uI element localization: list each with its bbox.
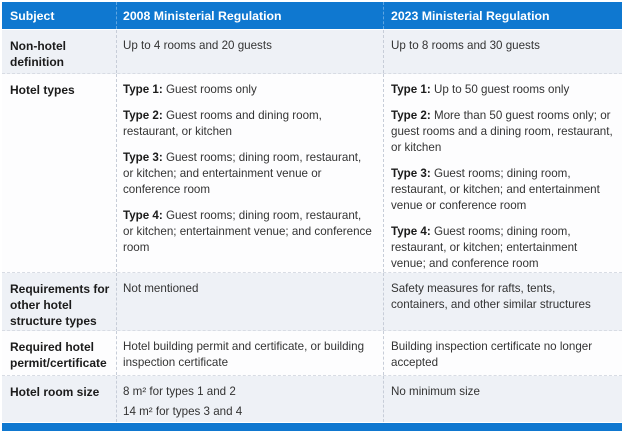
- regulation-2008-cell: Type 1: Guest rooms only Type 2: Guest ro…: [116, 74, 383, 272]
- regulation-2023-cell: Type 1: Up to 50 guest rooms only Type 2:…: [383, 74, 622, 272]
- regulation-2008-cell: Hotel building permit and certificate, o…: [116, 331, 383, 375]
- cell-paragraph: Up to 4 rooms and 20 guests: [123, 39, 272, 52]
- cell-paragraph: No minimum size: [391, 385, 480, 398]
- regulation-2008-cell: 8 m² for types 1 and 2 14 m² for types 3 …: [116, 376, 383, 422]
- subject-cell: Hotel room size: [10, 385, 100, 399]
- cell-paragraph: Building inspection certificate no longe…: [391, 340, 593, 369]
- type-label: Type 2:: [391, 109, 431, 122]
- cell-paragraph: Type 4: Guest rooms; dining room, restau…: [391, 225, 578, 270]
- cell-paragraph: Type 3: Guest rooms; dining room, restau…: [123, 151, 362, 196]
- cell-paragraph: Not mentioned: [123, 282, 199, 295]
- regulation-2023-cell: Safety measures for rafts, tents, contai…: [383, 273, 622, 330]
- type-label: Type 1:: [123, 83, 163, 96]
- cell-paragraph: 8 m² for types 1 and 2: [123, 385, 236, 398]
- regulation-2023-cell: Up to 8 rooms and 30 guests: [383, 30, 622, 73]
- type-label: Type 3:: [123, 151, 163, 164]
- column-header-subject: Subject: [10, 8, 55, 23]
- regulation-2023-cell: Building inspection certificate no longe…: [383, 331, 622, 375]
- type-label: Type 4:: [391, 225, 431, 238]
- cell-paragraph: Type 2: More than 50 guest rooms only; o…: [391, 109, 613, 154]
- column-header-2008-regulation: 2008 Ministerial Regulation: [116, 2, 383, 29]
- table-body: Non-hotel definition Up to 4 rooms and 20…: [2, 30, 622, 422]
- cell-paragraph: Safety measures for rafts, tents, contai…: [391, 282, 591, 311]
- cell-paragraph: Hotel building permit and certificate, o…: [123, 340, 365, 369]
- cell-paragraph: Type 1: Guest rooms only: [123, 83, 257, 96]
- type-label: Type 4:: [123, 209, 163, 222]
- comparison-table: Subject 2008 Ministerial Regulation 2023…: [2, 2, 622, 431]
- table-row: Hotel types Type 1: Guest rooms only Type …: [2, 74, 622, 273]
- table-row: Requirements for other hotel structure t…: [2, 273, 622, 331]
- bottom-accent-bar: [2, 423, 622, 431]
- type-label: Type 2:: [123, 109, 163, 122]
- cell-paragraph: Up to 8 rooms and 30 guests: [391, 39, 540, 52]
- cell-paragraph: Type 2: Guest rooms and dining room, res…: [123, 109, 322, 138]
- table-row: Non-hotel definition Up to 4 rooms and 20…: [2, 30, 622, 74]
- column-header-2023-regulation: 2023 Ministerial Regulation: [383, 2, 622, 29]
- subject-cell: Required hotel permit/certificate: [10, 340, 107, 370]
- type-label: Type 3:: [391, 167, 431, 180]
- regulation-2008-cell: Not mentioned: [116, 273, 383, 330]
- table-row: Required hotel permit/certificate Hotel b…: [2, 331, 622, 376]
- cell-paragraph: Type 4: Guest rooms; dining room, restau…: [123, 209, 372, 254]
- type-label: Type 1:: [391, 83, 431, 96]
- cell-paragraph: Type 3: Guest rooms; dining room, restau…: [391, 167, 600, 212]
- subject-cell: Requirements for other hotel structure t…: [10, 282, 110, 328]
- subject-cell: Non-hotel definition: [10, 39, 66, 69]
- regulation-2008-cell: Up to 4 rooms and 20 guests: [116, 30, 383, 73]
- subject-cell: Hotel types: [10, 83, 75, 97]
- table-row: Hotel room size 8 m² for types 1 and 2 14 …: [2, 376, 622, 422]
- cell-paragraph: Type 1: Up to 50 guest rooms only: [391, 83, 570, 96]
- cell-paragraph: 14 m² for types 3 and 4: [123, 405, 243, 418]
- regulation-2023-cell: No minimum size: [383, 376, 622, 422]
- table-header-row: Subject 2008 Ministerial Regulation 2023…: [2, 2, 622, 29]
